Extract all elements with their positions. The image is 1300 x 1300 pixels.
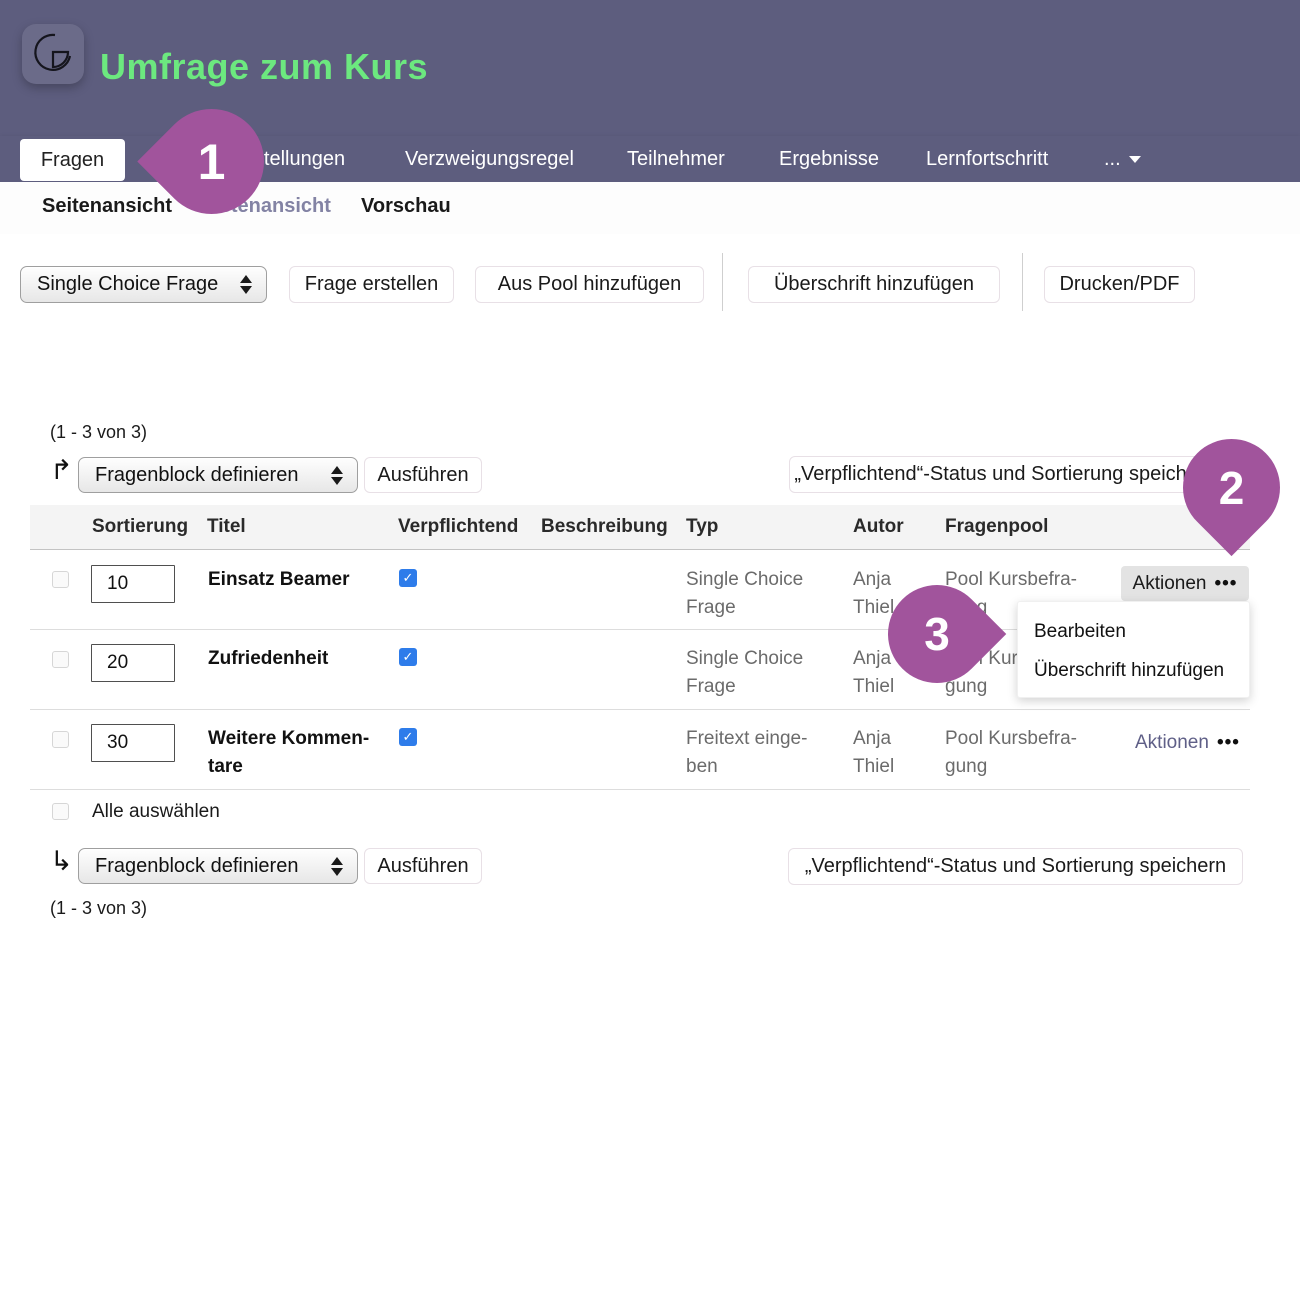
tab-more[interactable]: ... [1104,136,1141,182]
col-typ[interactable]: Typ [686,516,719,537]
batch-action-select-top[interactable]: Fragenblock definieren [78,457,358,493]
col-fragenpool[interactable]: Fragenpool [945,516,1049,537]
print-pdf-button[interactable]: Drucken/PDF [1044,266,1195,303]
question-title: Zufriedenheit [208,648,329,669]
execute-button-top[interactable]: Ausführen [364,457,482,493]
table-row: Einsatz Beamer ✓ Single Choice Frage Anj… [30,549,1250,630]
menu-item-ueberschrift[interactable]: Überschrift hinzufügen [1034,659,1225,681]
row-select-checkbox[interactable] [52,651,69,668]
row-select-checkbox[interactable] [52,731,69,748]
app-logo[interactable] [22,24,84,84]
g-logo-icon [31,30,75,79]
select-arrows-icon [331,465,343,485]
actions-dropdown-menu: Bearbeiten Überschrift hinzufügen [1017,601,1250,698]
toolbar-divider [1022,253,1023,311]
verpflichtend-checkbox[interactable]: ✓ [399,569,417,587]
tab-teilnehmer[interactable]: Teilnehmer [627,147,725,170]
table-header: Sortierung Titel Verpflichtend Beschreib… [30,505,1250,549]
select-all-label: Alle auswählen [92,801,220,822]
question-author: Anja Thiel [853,569,895,618]
execute-button-bottom[interactable]: Ausführen [364,848,482,884]
question-pool: Pool Kursbefra- gung [945,728,1078,777]
annotation-pin-3: 3 [867,564,1007,704]
batch-action-select-bottom[interactable]: Fragenblock definieren [78,848,358,884]
question-type-select[interactable]: Single Choice Frage [20,266,267,303]
question-author: Anja Thiel [853,648,895,697]
tab-ergebnisse[interactable]: Ergebnisse [779,147,880,170]
sort-order-input[interactable] [91,724,175,762]
result-count-top: (1 - 3 von 3) [50,422,148,442]
save-status-button-bottom[interactable]: „Verpflichtend“-Status und Sortierung sp… [788,848,1243,885]
row-select-checkbox[interactable] [52,571,69,588]
ellipsis-icon: ••• [1214,572,1238,594]
page-title: Umfrage zum Kurs [100,46,429,87]
sort-order-input[interactable] [91,565,175,603]
arrow-up-right-icon: ↱ [50,455,73,485]
select-arrows-icon [240,275,252,294]
table-row: Weitere Kommen- tare ✓ Freitext einge- b… [30,710,1250,790]
chevron-down-icon [1128,155,1141,163]
add-from-pool-button[interactable]: Aus Pool hinzufügen [475,266,704,303]
question-type: Single Choice Frage [686,648,804,697]
col-sortierung[interactable]: Sortierung [92,516,189,537]
actions-link[interactable]: Aktionen ••• [1135,732,1240,753]
ellipsis-icon: ••• [1216,732,1240,753]
question-title: Weitere Kommen- tare [208,728,370,777]
annotation-pin-2: 2 [1162,418,1300,557]
subnav-seitenansicht[interactable]: Seitenansicht [42,195,173,217]
menu-item-bearbeiten[interactable]: Bearbeiten [1034,620,1126,642]
create-question-button[interactable]: Frage erstellen [289,266,454,303]
question-author: Anja Thiel [853,728,895,777]
result-count-bottom: (1 - 3 von 3) [50,898,148,918]
sort-order-input[interactable] [91,644,175,682]
add-heading-button[interactable]: Überschrift hinzufügen [748,266,1000,303]
verpflichtend-checkbox[interactable]: ✓ [399,728,417,746]
tab-fragen[interactable]: Fragen [20,139,125,181]
col-beschreibung[interactable]: Beschreibung [541,516,668,537]
verpflichtend-checkbox[interactable]: ✓ [399,648,417,666]
annotation-pin-1: 1 [137,87,286,236]
question-type: Single Choice Frage [686,569,804,618]
question-type: Freitext einge- ben [686,728,808,777]
arrow-down-right-icon: ↳ [50,846,73,876]
col-titel[interactable]: Titel [207,516,246,537]
tab-lernfortschritt[interactable]: Lernfortschritt [926,147,1049,170]
select-all-checkbox[interactable] [52,803,69,820]
tab-verzweigungsregel[interactable]: Verzweigungsregel [405,147,574,170]
select-arrows-icon [331,856,343,876]
actions-button[interactable]: Aktionen ••• [1121,566,1249,601]
question-title: Einsatz Beamer [208,569,350,590]
toolbar-divider [722,253,723,311]
save-status-button-top[interactable]: „Verpflichtend“-Status und Sortierung sp… [789,456,1221,493]
col-verpflichtend[interactable]: Verpflichtend [398,516,519,537]
col-autor[interactable]: Autor [853,516,904,537]
subnav-vorschau[interactable]: Vorschau [361,195,451,217]
